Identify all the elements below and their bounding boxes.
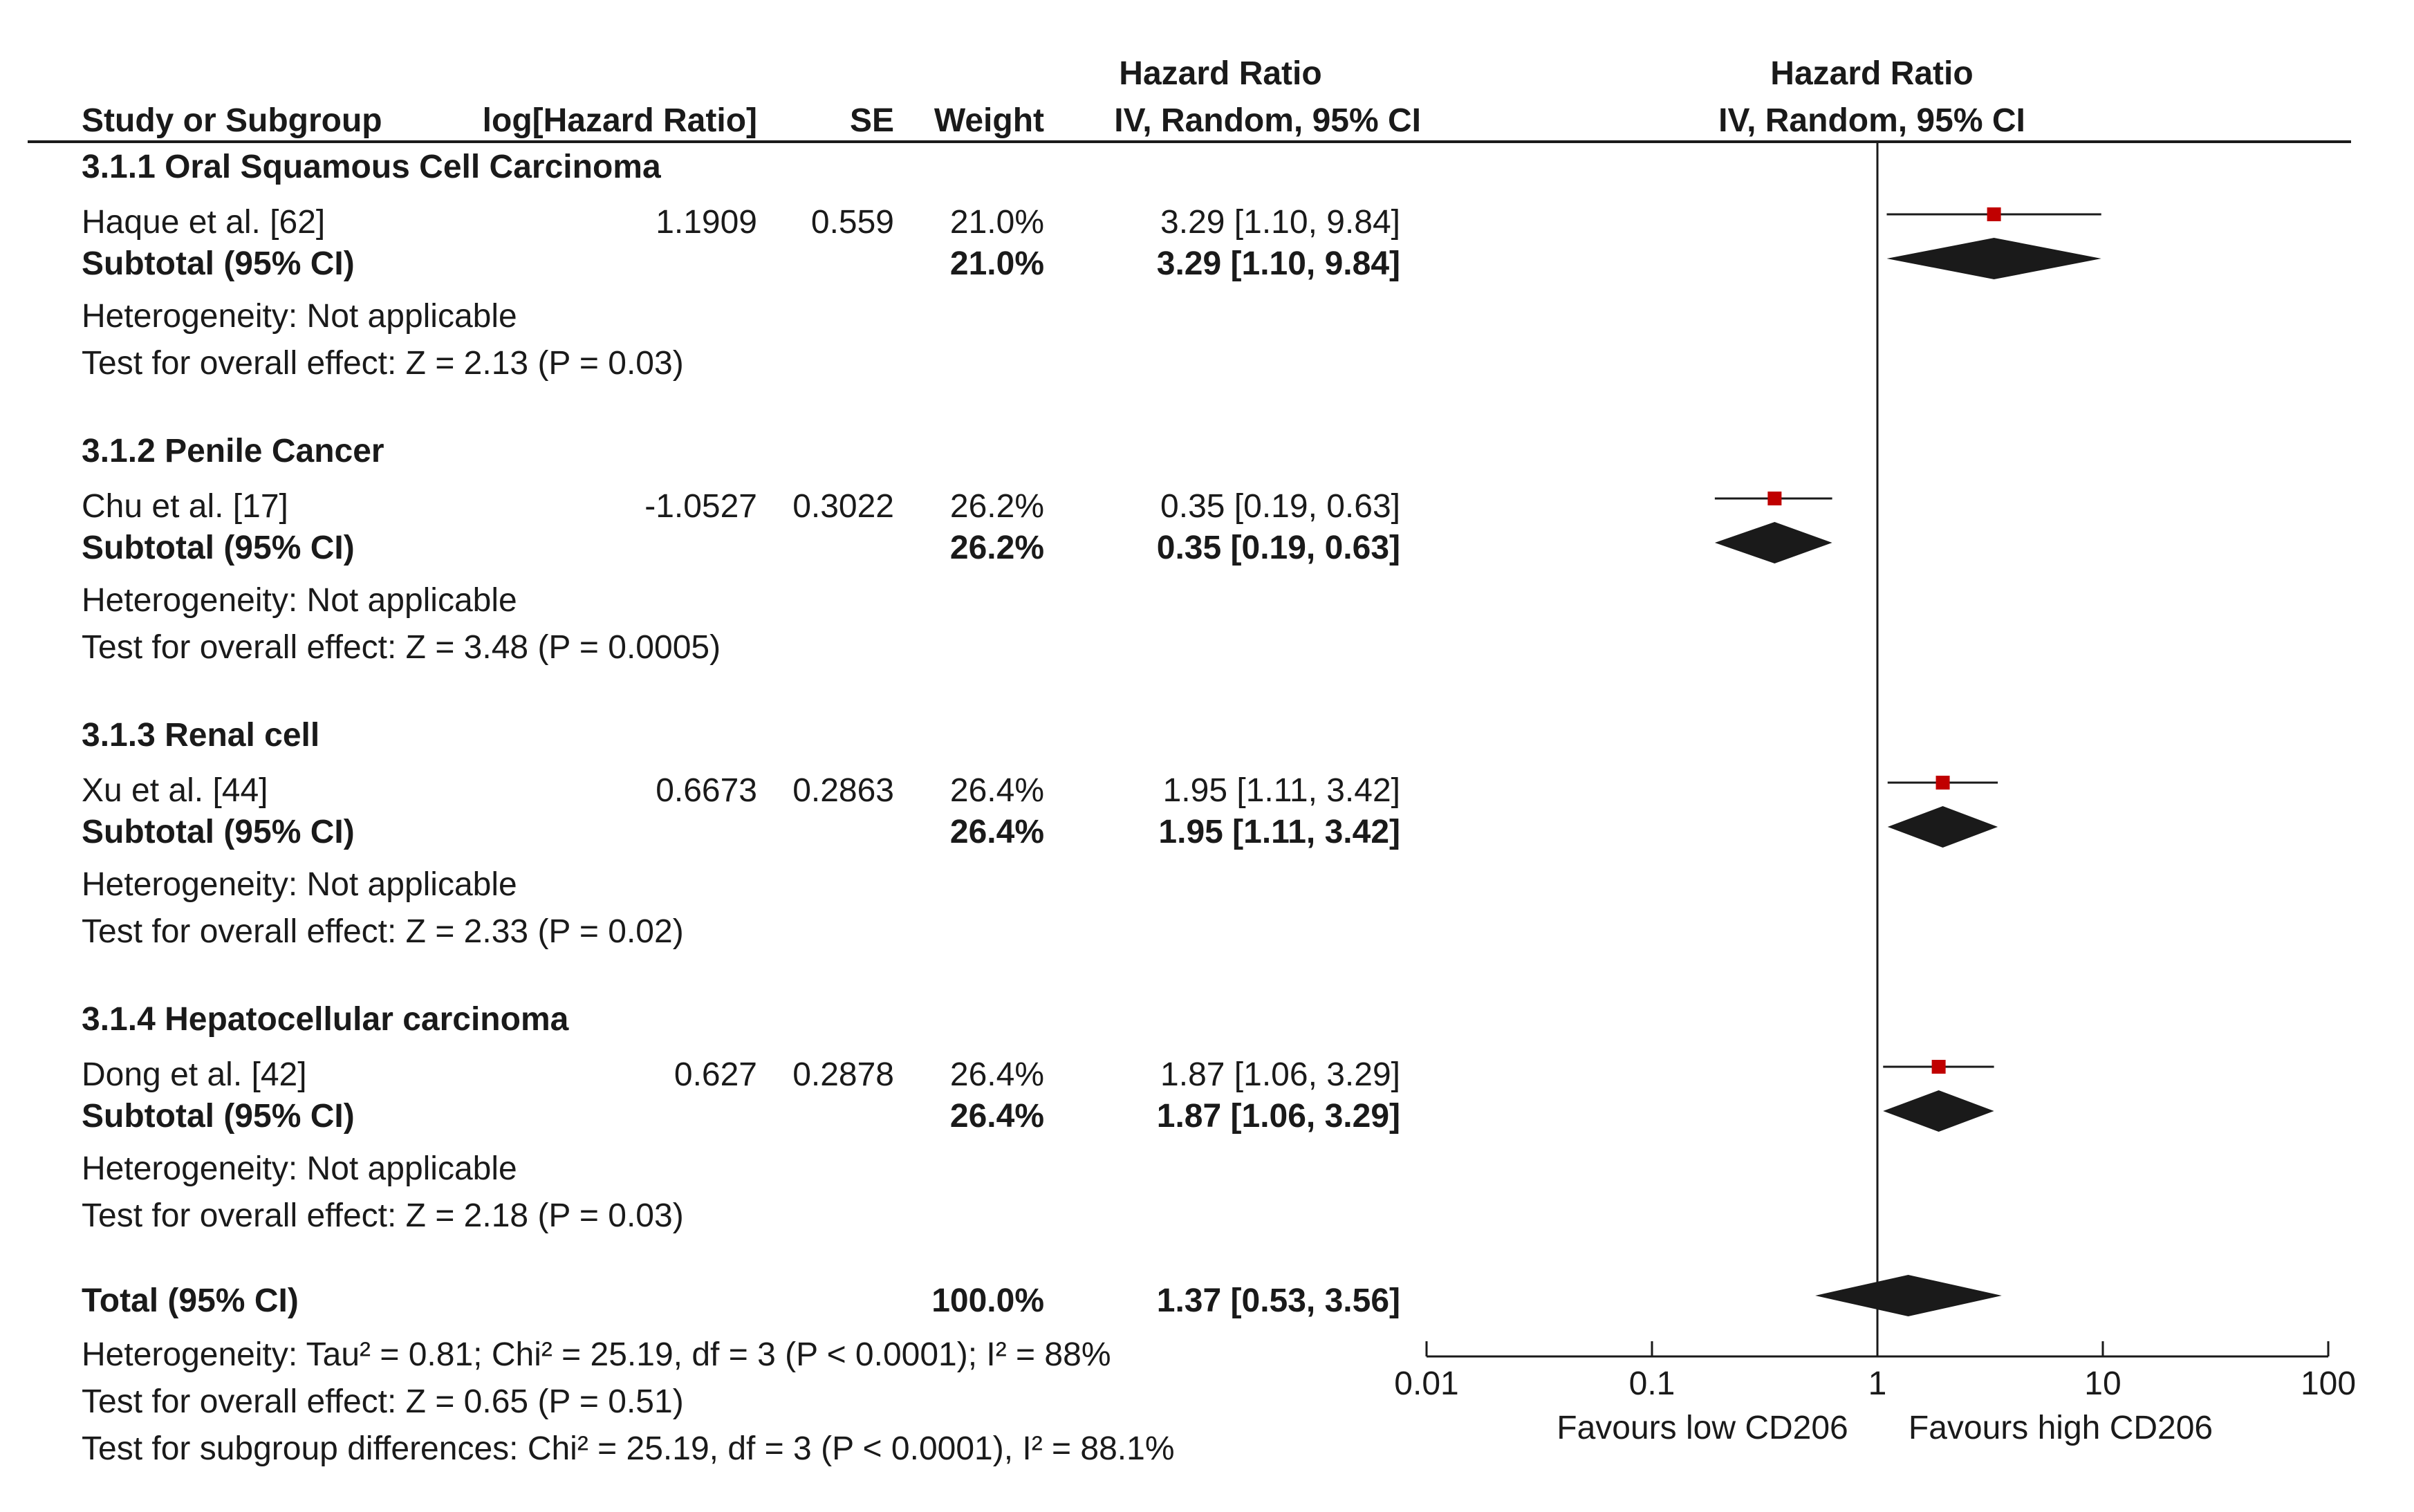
subtotal-hr-ci: 1.87 [1.06, 3.29] xyxy=(1157,1098,1400,1135)
total-label: Total (95% CI) xyxy=(82,1282,299,1319)
x-tick-label: 0.1 xyxy=(1629,1365,1675,1402)
subtotal-label: Subtotal (95% CI) xyxy=(82,530,355,566)
total-heterogeneity: Heterogeneity: Tau² = 0.81; Chi² = 25.19… xyxy=(82,1336,1111,1373)
subgroup-overall-effect: Test for overall effect: Z = 2.13 (P = 0… xyxy=(82,345,684,382)
plot-column-subheader: IV, Random, 95% CI xyxy=(1718,102,2025,139)
study-hr-ci: 3.29 [1.10, 9.84] xyxy=(1160,204,1400,241)
x-tick-label: 0.01 xyxy=(1394,1365,1458,1402)
subgroup-heterogeneity: Heterogeneity: Not applicable xyxy=(82,866,517,903)
study-column-header: Study or Subgroup xyxy=(82,102,382,139)
study-loghr: 0.627 xyxy=(674,1056,757,1093)
total-diamond xyxy=(1815,1275,2002,1316)
study-marker xyxy=(1931,1060,1946,1074)
subtotal-weight: 21.0% xyxy=(950,245,1044,282)
x-tick-label: 100 xyxy=(2301,1365,2356,1402)
subtotal-hr-ci: 1.95 [1.11, 3.42] xyxy=(1158,814,1400,850)
subgroup-overall-effect: Test for overall effect: Z = 2.18 (P = 0… xyxy=(82,1197,684,1234)
subgroup-heterogeneity: Heterogeneity: Not applicable xyxy=(82,298,517,335)
study-weight: 26.4% xyxy=(950,1056,1044,1093)
subtotal-label: Subtotal (95% CI) xyxy=(82,814,355,850)
subgroup-overall-effect: Test for overall effect: Z = 3.48 (P = 0… xyxy=(82,629,721,666)
subgroup-title: 3.1.2 Penile Cancer xyxy=(82,433,384,469)
study-marker xyxy=(1935,776,1950,790)
weight-column-header: Weight xyxy=(934,102,1044,139)
subtotal-hr-ci: 3.29 [1.10, 9.84] xyxy=(1157,245,1400,282)
subtotal-diamond xyxy=(1886,238,2101,279)
study-name: Haque et al. [62] xyxy=(82,204,325,241)
total-hr-ci: 1.37 [0.53, 3.56] xyxy=(1157,1282,1400,1319)
plot-graphics xyxy=(28,140,2351,1358)
subgroup-differences: Test for subgroup differences: Chi² = 25… xyxy=(82,1430,1175,1467)
subtotal-weight: 26.2% xyxy=(950,530,1044,566)
study-loghr: -1.0527 xyxy=(644,488,757,525)
study-weight: 21.0% xyxy=(950,204,1044,241)
study-hr-ci: 0.35 [0.19, 0.63] xyxy=(1160,488,1400,525)
study-hr-ci: 1.95 [1.11, 3.42] xyxy=(1163,772,1400,809)
se-column-header: SE xyxy=(850,102,894,139)
subgroup-heterogeneity: Heterogeneity: Not applicable xyxy=(82,582,517,619)
study-name: Xu et al. [44] xyxy=(82,772,268,809)
x-tick-label: 10 xyxy=(2084,1365,2121,1402)
subgroup-title: 3.1.4 Hepatocellular carcinoma xyxy=(82,1001,569,1038)
subtotal-diamond xyxy=(1887,806,1998,848)
hr-column-title: Hazard Ratio xyxy=(1119,55,1321,92)
x-label-right: Favours high CD206 xyxy=(1909,1410,2213,1446)
study-weight: 26.4% xyxy=(950,772,1044,809)
total-weight: 100.0% xyxy=(931,1282,1044,1319)
study-weight: 26.2% xyxy=(950,488,1044,525)
plot-text: Hazard Ratio Hazard Ratio Study or Subgrou… xyxy=(82,55,2356,1467)
study-loghr: 1.1909 xyxy=(656,204,757,241)
study-name: Dong et al. [42] xyxy=(82,1056,307,1093)
subtotal-hr-ci: 0.35 [0.19, 0.63] xyxy=(1157,530,1400,566)
subtotal-diamond xyxy=(1883,1090,1994,1132)
study-se: 0.3022 xyxy=(792,488,894,525)
study-se: 0.2878 xyxy=(792,1056,894,1093)
loghr-column-header: log[Hazard Ratio] xyxy=(483,102,757,139)
study-marker xyxy=(1987,207,2001,221)
study-se: 0.559 xyxy=(811,204,894,241)
subtotal-label: Subtotal (95% CI) xyxy=(82,1098,355,1135)
study-se: 0.2863 xyxy=(792,772,894,809)
plot-column-title: Hazard Ratio xyxy=(1770,55,1973,92)
subgroup-title: 3.1.3 Renal cell xyxy=(82,717,319,754)
subgroup-overall-effect: Test for overall effect: Z = 2.33 (P = 0… xyxy=(82,913,684,950)
study-hr-ci: 1.87 [1.06, 3.29] xyxy=(1160,1056,1400,1093)
study-marker xyxy=(1767,492,1782,505)
subtotal-weight: 26.4% xyxy=(950,1098,1044,1135)
subtotal-diamond xyxy=(1714,522,1832,563)
subtotal-label: Subtotal (95% CI) xyxy=(82,245,355,282)
total-overall-effect: Test for overall effect: Z = 0.65 (P = 0… xyxy=(82,1383,684,1420)
x-label-left: Favours low CD206 xyxy=(1557,1410,1848,1446)
x-tick-label: 1 xyxy=(1868,1365,1887,1402)
subtotal-weight: 26.4% xyxy=(950,814,1044,850)
study-name: Chu et al. [17] xyxy=(82,488,288,525)
subgroup-heterogeneity: Heterogeneity: Not applicable xyxy=(82,1150,517,1187)
subgroup-title: 3.1.1 Oral Squamous Cell Carcinoma xyxy=(82,149,661,185)
study-loghr: 0.6673 xyxy=(656,772,757,809)
hr-column-subheader: IV, Random, 95% CI xyxy=(1114,102,1421,139)
